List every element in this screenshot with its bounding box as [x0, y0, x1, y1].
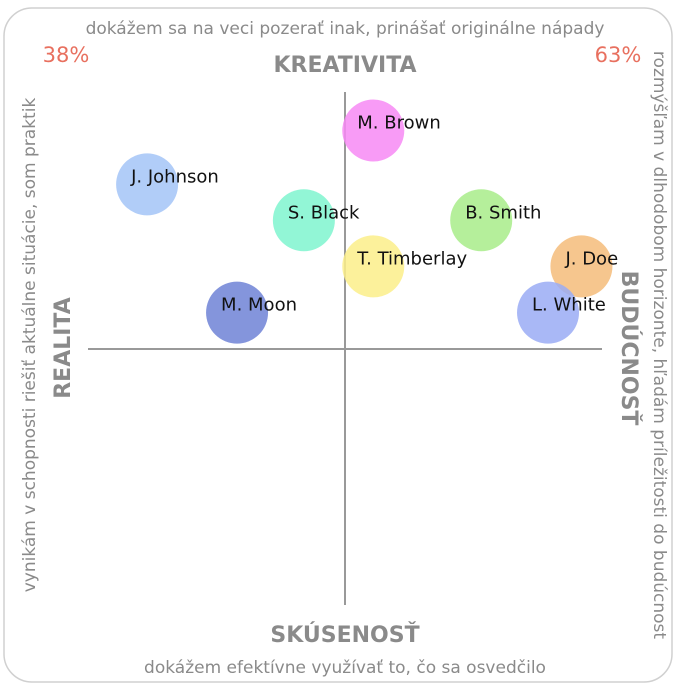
bottom-text: dokážem efektívne využívať to, čo sa osv… — [144, 658, 546, 678]
point-label: S. Black — [288, 202, 360, 223]
point-label: L. White — [532, 295, 606, 316]
point-label: J. Johnson — [130, 166, 219, 187]
bubble — [342, 99, 405, 162]
point-label: T. Timberlay — [356, 248, 467, 269]
right-text: rozmýšľam v dlhodobom horizonte, hľadám … — [649, 51, 669, 639]
left-percent: 38% — [43, 43, 90, 67]
top-text: dokážem sa na veci pozerať inak, prináša… — [86, 19, 605, 39]
bubble — [116, 153, 179, 216]
bubble — [550, 235, 613, 298]
bubble — [206, 281, 269, 344]
point-label: B. Smith — [465, 202, 541, 223]
right-axis-title: BUDÚCNOSŤ — [616, 271, 642, 426]
point-label: M. Brown — [357, 112, 440, 133]
point-label: M. Moon — [221, 295, 297, 316]
bubble — [342, 235, 405, 298]
bubble — [272, 189, 335, 252]
right-percent: 63% — [595, 43, 642, 67]
bubble — [450, 189, 513, 252]
left-axis-title: REALITA — [51, 297, 76, 399]
frame — [3, 7, 673, 683]
point-label: J. Doe — [564, 248, 618, 269]
top-axis-title: KREATIVITA — [273, 53, 416, 78]
bubble — [517, 281, 580, 344]
bottom-axis-title: SKÚSENOSŤ — [270, 622, 419, 648]
left-text: vynikám v schopnosti riešiť aktuálne sit… — [20, 98, 40, 593]
